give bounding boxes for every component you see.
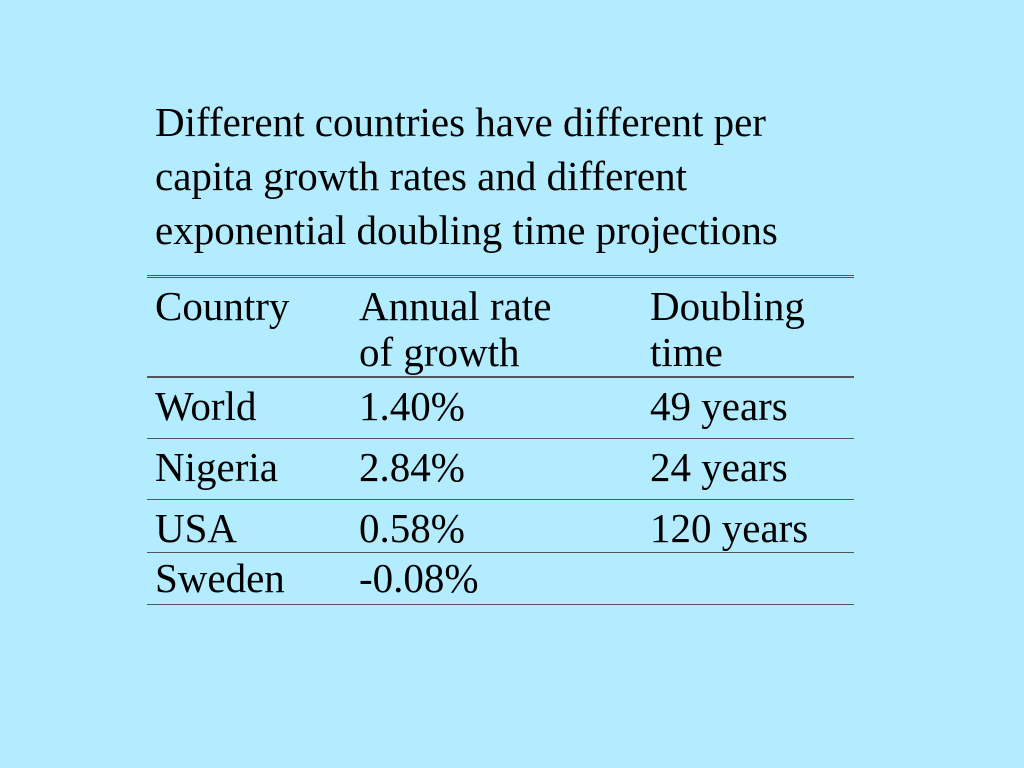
table-row: Sweden -0.08% [147,553,854,605]
table-header: Country Annual rate of growth Doubling t… [147,276,854,377]
table-row: World 1.40% 49 years [147,377,854,439]
header-doubling-time: Doubling time [642,277,854,377]
cell-annual-rate: 2.84% [359,444,465,490]
cell-country: Sweden [155,555,285,601]
slide-title: Different countries have different per c… [155,99,778,253]
header-annual-rate-label: Annual rate of growth [359,283,552,375]
growth-rate-table: Country Annual rate of growth Doubling t… [147,275,854,605]
cell-country: Nigeria [155,444,278,490]
cell-doubling-time [642,553,854,605]
header-country: Country [147,277,351,377]
cell-annual-rate: 1.40% [359,382,465,429]
cell-doubling-time: 49 years [650,382,788,429]
header-annual-rate: Annual rate of growth [351,277,642,377]
cell-country: World [155,382,257,429]
table-row: USA 0.58% 120 years [147,500,854,553]
header-country-label: Country [155,283,290,329]
table-body: World 1.40% 49 years Nigeria 2.84% 24 ye… [147,377,854,605]
table-row: Nigeria 2.84% 24 years [147,439,854,500]
cell-annual-rate: -0.08% [359,555,479,601]
cell-doubling-time: 120 years [650,505,809,551]
table-header-row: Country Annual rate of growth Doubling t… [147,276,854,377]
cell-country: USA [155,505,238,551]
header-doubling-time-label: Doubling time [650,283,805,375]
cell-annual-rate: 0.58% [359,505,465,551]
cell-doubling-time: 24 years [650,444,788,490]
